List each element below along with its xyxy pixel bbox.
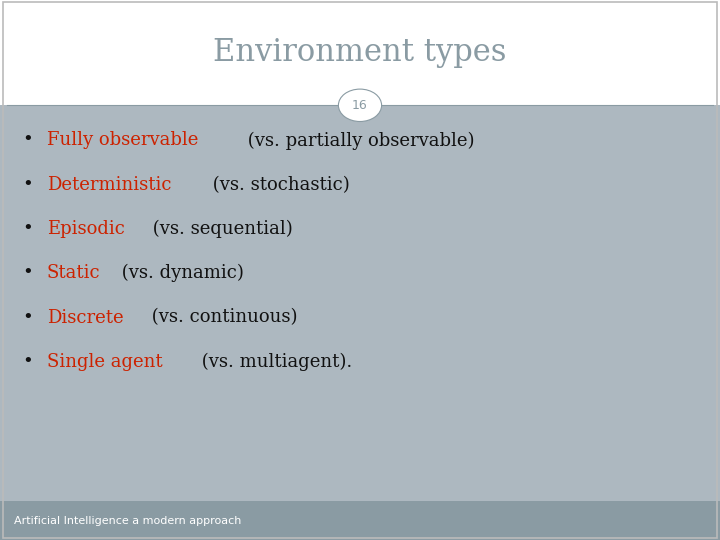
Text: •: • (22, 220, 32, 238)
Text: Fully observable: Fully observable (47, 131, 198, 150)
Text: (vs. sequential): (vs. sequential) (148, 220, 293, 238)
Text: •: • (22, 131, 32, 150)
Bar (0, 105, 720, 501)
Text: (vs. continuous): (vs. continuous) (145, 308, 297, 327)
Circle shape (338, 89, 382, 122)
Text: (vs. stochastic): (vs. stochastic) (207, 176, 350, 194)
Text: •: • (22, 176, 32, 194)
Text: Deterministic: Deterministic (47, 176, 171, 194)
Text: 16: 16 (352, 99, 368, 112)
Text: Artificial Intelligence a modern approach: Artificial Intelligence a modern approac… (14, 516, 242, 525)
Text: (vs. multiagent).: (vs. multiagent). (196, 353, 352, 371)
Text: Single agent: Single agent (47, 353, 163, 371)
Text: Environment types: Environment types (213, 37, 507, 68)
Text: (vs. partially observable): (vs. partially observable) (242, 131, 474, 150)
Text: •: • (22, 308, 32, 327)
Text: Discrete: Discrete (47, 308, 123, 327)
Text: •: • (22, 353, 32, 371)
Text: Episodic: Episodic (47, 220, 125, 238)
Bar (0, 501, 720, 540)
Bar (0, 0, 720, 105)
Text: (vs. dynamic): (vs. dynamic) (116, 264, 244, 282)
Text: Static: Static (47, 264, 100, 282)
Text: •: • (22, 264, 32, 282)
